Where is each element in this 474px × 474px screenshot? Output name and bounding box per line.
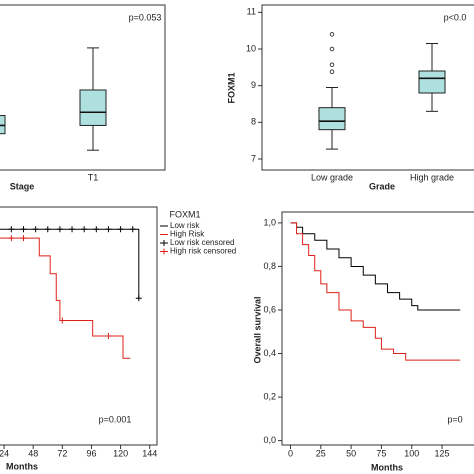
censor-mark — [8, 235, 15, 242]
survival-curve — [0, 228, 140, 299]
y-tick-label: 11 — [247, 7, 256, 17]
censor-mark — [20, 226, 27, 233]
censor-mark — [81, 226, 88, 233]
y-tick-label: 0,8 — [263, 261, 276, 271]
legend-swatch — [160, 248, 168, 255]
x-tick-label: 100 — [404, 448, 419, 458]
x-axis-label: Months — [6, 461, 38, 471]
y-tick-label: 0,2 — [263, 391, 276, 401]
legend-swatch — [160, 240, 168, 246]
x-tick-label: 48 — [28, 448, 38, 458]
censor-mark — [93, 226, 100, 233]
annotation: p=0.053 — [129, 12, 162, 22]
y-tick-label: 0,6 — [263, 304, 276, 314]
box — [0, 115, 6, 135]
y-tick-label: 0,0 — [263, 435, 276, 445]
plot-frame — [0, 206, 158, 446]
box — [418, 70, 446, 94]
y-axis-label: FOXM1 — [226, 72, 236, 103]
outlier — [329, 46, 335, 52]
y-tick-label: 1,0 — [263, 217, 276, 227]
x-tick-label: T1 — [88, 172, 99, 182]
x-tick-label: Low grade — [311, 172, 353, 182]
x-tick-label: High grade — [410, 172, 454, 182]
plot-frame — [281, 211, 474, 446]
censor-mark — [20, 235, 27, 242]
x-tick-label: 72 — [57, 448, 67, 458]
annotation: p<0.0 — [444, 12, 467, 22]
annotation: p=0.001 — [99, 414, 132, 424]
x-axis-label: Stage — [10, 181, 35, 191]
censor-mark — [129, 226, 136, 233]
y-axis-label: Overall survival — [252, 296, 262, 363]
censor-mark — [8, 226, 15, 233]
censor-mark — [32, 226, 39, 233]
y-tick-label: 9 — [251, 80, 256, 90]
x-tick-label: 125 — [435, 448, 450, 458]
y-tick-label: 0,4 — [263, 348, 276, 358]
y-tick-label: 8 — [251, 117, 256, 127]
x-axis-label: Months — [371, 462, 403, 472]
x-tick-label: 24 — [0, 448, 9, 458]
survival-curve — [290, 222, 461, 311]
x-tick-label: 120 — [113, 448, 128, 458]
box — [318, 107, 346, 131]
legend-title: FOXM1 — [169, 209, 200, 219]
censor-mark — [135, 295, 142, 302]
y-tick-label: 10 — [246, 43, 256, 53]
plot-frame — [0, 4, 166, 171]
censor-mark — [117, 226, 124, 233]
survival-curve — [0, 237, 131, 359]
censor-mark — [105, 333, 112, 340]
x-tick-label: 96 — [86, 448, 96, 458]
survival-curve — [290, 222, 461, 361]
censor-mark — [59, 317, 66, 324]
plot-frame — [261, 4, 474, 171]
x-tick-label: 25 — [316, 448, 326, 458]
censor-mark — [69, 226, 76, 233]
x-tick-label: 144 — [142, 448, 157, 458]
annotation: p=0 — [447, 414, 462, 424]
x-tick-label: 75 — [376, 448, 386, 458]
box — [79, 89, 107, 126]
x-tick-label: 50 — [346, 448, 356, 458]
y-tick-label: 7 — [251, 153, 256, 163]
legend-label: Low risk — [170, 221, 200, 230]
legend-label: High Risk — [170, 230, 205, 239]
outlier — [329, 62, 335, 68]
censor-mark — [44, 226, 51, 233]
legend-label: High risk censored — [170, 247, 236, 256]
censor-mark — [56, 226, 63, 233]
outlier — [329, 32, 335, 37]
legend-label: Low risk censored — [170, 238, 234, 247]
x-axis-label: Grade — [369, 181, 395, 191]
x-tick-label: 0 — [288, 448, 293, 458]
censor-mark — [105, 226, 112, 233]
outlier — [329, 69, 335, 75]
